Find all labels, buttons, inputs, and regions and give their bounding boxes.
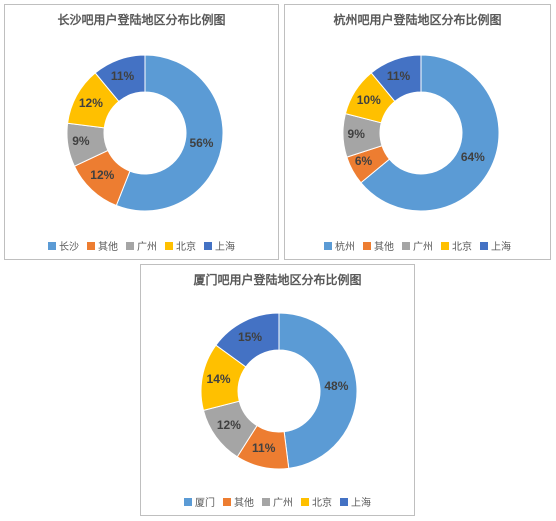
data-label: 11% [252, 441, 275, 455]
data-label: 56% [189, 136, 213, 150]
legend-item: 北京 [441, 238, 472, 253]
legend-swatch [262, 498, 270, 506]
donut-chart [285, 5, 552, 261]
legend-swatch [441, 242, 449, 250]
legend-label: 上海 [351, 494, 371, 509]
data-label: 12% [79, 96, 103, 110]
legend-label: 厦门 [195, 494, 215, 509]
legend-label: 广州 [273, 494, 293, 509]
legend-item: 广州 [402, 238, 433, 253]
legend-item: 上海 [204, 238, 235, 253]
chart-grid: { "panels": [ { "id": "changsha", "title… [0, 0, 556, 521]
legend-swatch [126, 242, 134, 250]
legend-item: 北京 [301, 494, 332, 509]
legend-item: 其他 [87, 238, 118, 253]
legend-label: 其他 [98, 238, 118, 253]
legend-label: 广州 [137, 238, 157, 253]
data-label: 9% [72, 134, 89, 148]
data-label: 64% [461, 150, 485, 164]
legend-item: 其他 [223, 494, 254, 509]
data-label: 48% [324, 379, 348, 393]
legend: 长沙 其他 广州 北京 上海 [5, 238, 278, 253]
legend-swatch [324, 242, 332, 250]
legend-item: 上海 [340, 494, 371, 509]
legend-swatch [301, 498, 309, 506]
legend-swatch [402, 242, 410, 250]
panel-hangzhou: 杭州吧用户登陆地区分布比例图 杭州其他广州北京上海 64%6%9%10%11% [284, 4, 551, 260]
legend-label: 北京 [452, 238, 472, 253]
legend: 杭州 其他 广州 北京 上海 [285, 238, 550, 253]
data-label: 6% [355, 154, 372, 168]
legend-swatch [223, 498, 231, 506]
legend-swatch [165, 242, 173, 250]
data-label: 15% [238, 330, 262, 344]
legend-swatch [48, 242, 56, 250]
legend-swatch [480, 242, 488, 250]
legend-swatch [184, 498, 192, 506]
legend-label: 广州 [413, 238, 433, 253]
legend-label: 长沙 [59, 238, 79, 253]
donut-chart [5, 5, 280, 261]
legend: 厦门 其他 广州 北京 上海 [141, 494, 414, 509]
legend-item: 北京 [165, 238, 196, 253]
data-label: 12% [217, 418, 241, 432]
legend-item: 长沙 [48, 238, 79, 253]
legend-label: 北京 [312, 494, 332, 509]
legend-item: 上海 [480, 238, 511, 253]
legend-label: 其他 [374, 238, 394, 253]
data-label: 11% [387, 69, 410, 83]
legend-item: 广州 [262, 494, 293, 509]
data-label: 10% [357, 93, 381, 107]
legend-label: 北京 [176, 238, 196, 253]
legend-item: 杭州 [324, 238, 355, 253]
data-label: 11% [111, 69, 134, 83]
legend-item: 厦门 [184, 494, 215, 509]
legend-label: 上海 [491, 238, 511, 253]
legend-label: 其他 [234, 494, 254, 509]
panel-changsha: 长沙吧用户登陆地区分布比例图 长沙其他广州北京上海 56%12%9%12%11% [4, 4, 279, 260]
legend-label: 杭州 [335, 238, 355, 253]
panel-xiamen: 厦门吧用户登陆地区分布比例图 厦门其他广州北京上海 48%11%12%14%15… [140, 264, 415, 516]
legend-swatch [87, 242, 95, 250]
data-label: 12% [90, 168, 114, 182]
legend-label: 上海 [215, 238, 235, 253]
legend-item: 其他 [363, 238, 394, 253]
legend-swatch [363, 242, 371, 250]
data-label: 14% [207, 372, 231, 386]
legend-swatch [204, 242, 212, 250]
data-label: 9% [348, 127, 365, 141]
donut-chart [141, 265, 416, 517]
legend-swatch [340, 498, 348, 506]
legend-item: 广州 [126, 238, 157, 253]
